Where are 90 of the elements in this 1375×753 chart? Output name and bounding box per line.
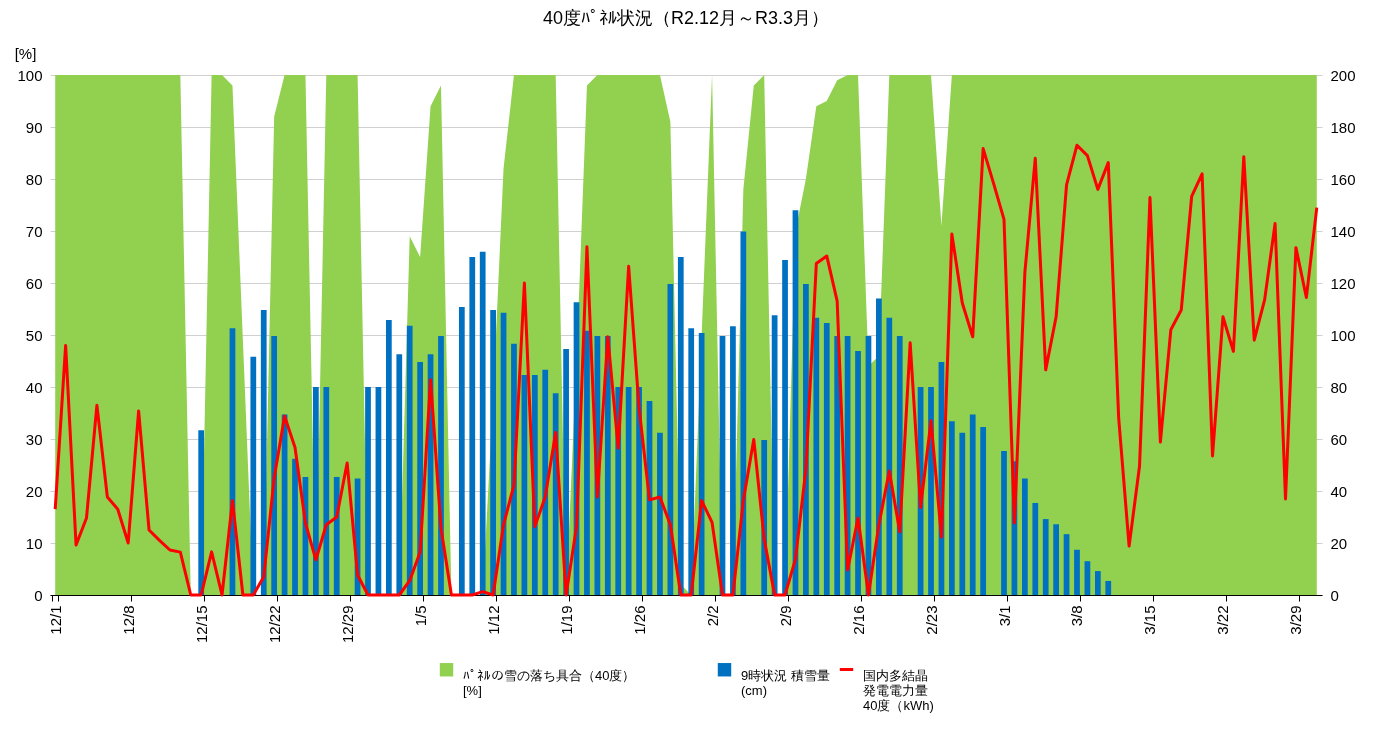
- bar: [677, 257, 684, 595]
- bar: [385, 319, 392, 595]
- bar: [198, 430, 205, 595]
- y-tick-label: 80: [25, 170, 43, 188]
- bar: [740, 231, 747, 595]
- x-tick-label: 3/22: [1214, 605, 1232, 635]
- bar: [396, 354, 403, 595]
- x-tick-label: 3/1: [995, 605, 1013, 627]
- y-tick-label: 50: [25, 326, 43, 344]
- x-tick-label: 12/22: [265, 605, 283, 644]
- x-tick-label: 2/9: [776, 605, 794, 627]
- bar: [271, 336, 278, 595]
- bar: [1001, 450, 1007, 595]
- bar: [1021, 478, 1028, 595]
- bar: [323, 387, 330, 595]
- x-tick-label: 12/1: [46, 605, 64, 635]
- y2-tick-label: 0: [1330, 586, 1339, 604]
- x-tick-label: 3/15: [1141, 605, 1159, 635]
- y-tick-label: 100: [17, 66, 43, 84]
- bar: [667, 284, 674, 595]
- bar: [584, 330, 590, 595]
- y-tick-label: 40: [25, 378, 43, 396]
- bar: [730, 326, 736, 595]
- bar: [406, 325, 413, 595]
- bar: [823, 323, 830, 595]
- x-tick-label: 3/8: [1068, 605, 1086, 627]
- y2-tick-label: 140: [1330, 222, 1356, 240]
- y2-tick-label: 160: [1330, 170, 1356, 188]
- y2-tick-label: 60: [1330, 430, 1348, 448]
- bar: [876, 298, 882, 595]
- legend-label: ﾊﾟﾈﾙの雪の落ち具合（40度） [%]: [463, 667, 636, 698]
- bar: [625, 387, 632, 595]
- x-tick-label: 1/19: [557, 605, 575, 635]
- bar: [458, 306, 465, 595]
- x-tick-label: 12/15: [192, 605, 210, 644]
- x-tick-label: 1/5: [411, 605, 429, 627]
- x-tick-label: 3/29: [1287, 605, 1305, 635]
- bar: [260, 310, 267, 595]
- bar: [365, 387, 371, 595]
- bar: [813, 317, 820, 595]
- bar: [855, 351, 861, 595]
- bar: [1053, 524, 1059, 595]
- y-tick-label: 90: [25, 118, 43, 136]
- bar: [333, 476, 340, 595]
- bar: [542, 369, 549, 595]
- bar: [834, 336, 841, 595]
- bar: [698, 332, 705, 595]
- y2-tick-label: 20: [1330, 534, 1348, 552]
- y2-tick-label: 100: [1330, 326, 1356, 344]
- bar: [782, 260, 788, 595]
- y2-tick-label: 180: [1330, 118, 1356, 136]
- legend-label: 国内多結晶発電電力量40度（kWh): [863, 667, 934, 713]
- y-tick-label: 10: [25, 534, 43, 552]
- bar: [292, 458, 298, 595]
- x-tick-label: 2/16: [849, 605, 867, 635]
- bar: [250, 356, 257, 595]
- y2-tick-label: 40: [1330, 482, 1348, 500]
- bar: [469, 257, 476, 595]
- bar: [657, 432, 663, 595]
- bar: [1042, 519, 1049, 595]
- y-tick-label: 30: [25, 430, 43, 448]
- bar: [959, 432, 966, 595]
- bar: [1032, 502, 1039, 595]
- y-tick-label: 20: [25, 482, 43, 500]
- legend-label: 9時状況 積雪量 (cm): [741, 667, 830, 698]
- x-tick-label: 1/26: [630, 605, 648, 635]
- y-tick-label: 0: [34, 586, 43, 604]
- bar: [886, 317, 893, 595]
- bar: [688, 328, 695, 595]
- x-tick-label: 2/23: [922, 605, 940, 635]
- chart-title: 40度ﾊﾟﾈﾙ状況（R2.12月～R3.3月）: [542, 8, 830, 28]
- bar: [949, 421, 955, 595]
- bar: [969, 414, 976, 595]
- bar: [479, 251, 486, 595]
- x-tick-label: 12/8: [119, 605, 137, 635]
- bar: [1094, 571, 1101, 595]
- y2-tick-label: 120: [1330, 274, 1356, 292]
- x-tick-label: 2/2: [703, 605, 721, 627]
- x-tick-label: 12/29: [338, 605, 356, 644]
- y-axis-title: [%]: [14, 44, 37, 62]
- bar: [1105, 580, 1112, 595]
- bar: [490, 310, 496, 595]
- bar: [980, 427, 987, 595]
- y2-tick-label: 80: [1330, 378, 1348, 396]
- y2-tick-label: 200: [1330, 66, 1356, 84]
- y-tick-label: 60: [25, 274, 43, 292]
- x-tick-label: 1/12: [484, 605, 502, 635]
- bar: [313, 387, 319, 595]
- bar: [1074, 549, 1080, 595]
- y-tick-label: 70: [25, 222, 43, 240]
